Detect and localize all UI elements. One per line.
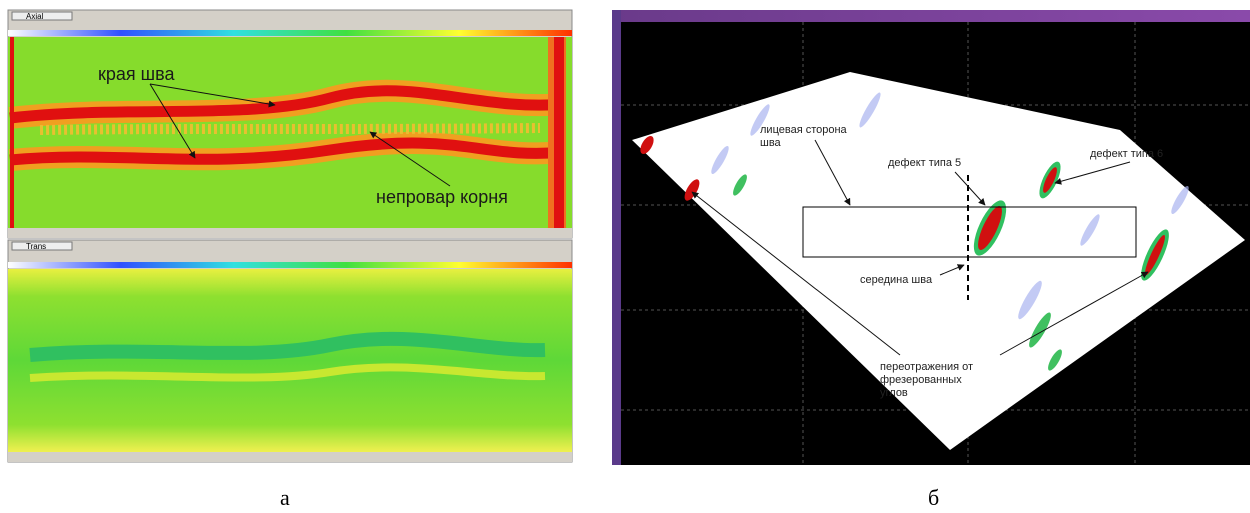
caption: а xyxy=(280,485,290,510)
caption: б xyxy=(928,485,939,510)
annotation: дефект типа 5 xyxy=(888,157,961,169)
annotation: непровар корня xyxy=(376,187,508,207)
tab-label: Trans xyxy=(26,242,46,251)
annotation: середина шва xyxy=(860,274,933,286)
trans-view: Trans xyxy=(8,240,572,462)
annotation: дефект типа 6 xyxy=(1090,148,1163,160)
annotation: края шва xyxy=(98,64,175,84)
tab-label: Axial xyxy=(26,12,44,21)
axial-view: Axial края шва непровар корня xyxy=(8,10,572,238)
figure: Axial края шва непровар корня Trans а ли… xyxy=(0,0,1250,513)
